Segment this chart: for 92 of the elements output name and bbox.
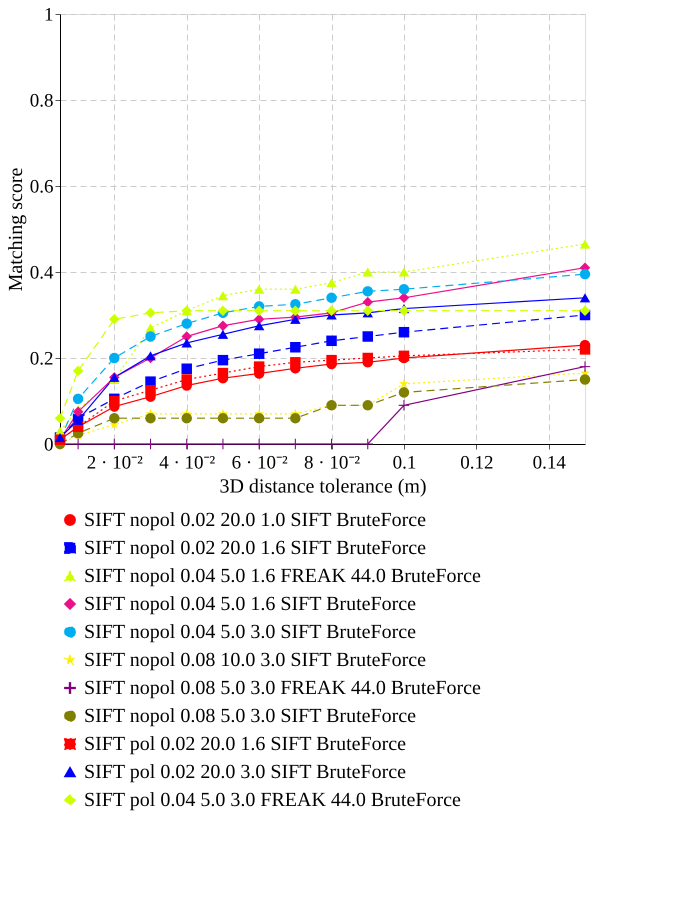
point	[218, 368, 228, 378]
point	[580, 293, 590, 302]
legend-label: SIFT nopol 0.08 5.0 3.0 FREAK 44.0 BruteForce	[84, 677, 481, 699]
point	[254, 412, 264, 424]
point	[362, 352, 374, 364]
y-tick-label: 1	[44, 4, 54, 26]
point	[362, 305, 374, 316]
point	[398, 267, 410, 277]
point	[145, 412, 156, 424]
point	[398, 400, 410, 411]
legend-label: SIFT nopol 0.08 10.0 3.0 SIFT BruteForce	[84, 649, 426, 671]
x-tick-label: 0.14	[532, 452, 566, 474]
point	[326, 354, 337, 366]
point	[218, 291, 228, 300]
point	[218, 412, 228, 424]
point	[145, 351, 156, 360]
point	[290, 284, 301, 294]
point	[72, 366, 84, 376]
point	[109, 314, 120, 325]
point	[580, 268, 590, 280]
point	[398, 378, 409, 388]
point	[254, 348, 264, 359]
point	[254, 321, 264, 330]
legend-label: SIFT pol 0.02 20.0 1.6 SIFT BruteForce	[84, 733, 406, 755]
point	[218, 330, 228, 339]
x-tick-label: 2 · 10⁻²	[86, 452, 144, 474]
point	[398, 284, 410, 294]
point	[254, 305, 264, 316]
point	[218, 305, 228, 316]
x-tick-label: 6 · 10⁻²	[232, 452, 288, 474]
point	[145, 323, 156, 332]
point	[290, 305, 301, 316]
point	[181, 364, 192, 374]
point	[181, 318, 192, 329]
point	[290, 357, 301, 368]
point	[362, 331, 374, 342]
point	[54, 412, 66, 424]
x-tick-label: 4 · 10⁻²	[159, 452, 216, 474]
y-tick-label: 0.2	[30, 348, 54, 370]
x-tick-label: 0.12	[460, 452, 494, 474]
point	[181, 338, 192, 348]
point	[109, 412, 120, 424]
legend-label: SIFT nopol 0.02 20.0 1.0 SIFT BruteForce	[84, 509, 426, 531]
legend-label: SIFT nopol 0.04 5.0 1.6 FREAK 44.0 BruteForce	[84, 565, 481, 587]
point	[326, 336, 337, 346]
y-tick-label: 0.4	[30, 262, 54, 284]
legend-label: SIFT nopol 0.04 5.0 3.0 SIFT BruteForce	[84, 621, 416, 643]
y-axis-title: Matching score	[4, 167, 27, 292]
y-tick-label: 0	[44, 434, 54, 456]
point	[580, 361, 590, 372]
point	[362, 267, 374, 277]
x-tick-label: 8 · 10⁻²	[304, 452, 360, 474]
point	[580, 374, 590, 385]
legend-label: SIFT nopol 0.02 20.0 1.6 SIFT BruteForce	[84, 537, 426, 559]
legend-label: SIFT nopol 0.08 5.0 3.0 SIFT BruteForce	[84, 705, 416, 727]
point	[181, 331, 192, 342]
point	[580, 344, 590, 355]
point	[145, 385, 156, 396]
point	[54, 433, 66, 442]
point	[218, 320, 228, 331]
point	[326, 278, 337, 288]
point	[398, 292, 410, 304]
point	[145, 308, 156, 318]
point	[362, 286, 374, 297]
x-axis-title: 3D distance tolerance (m)	[219, 476, 427, 498]
legend-label: SIFT pol 0.02 20.0 3.0 SIFT BruteForce	[84, 761, 406, 783]
point	[398, 305, 410, 316]
legend-label: SIFT nopol 0.04 5.0 1.6 SIFT BruteForce	[84, 593, 416, 615]
point	[254, 284, 264, 294]
point	[109, 352, 120, 364]
point	[181, 412, 192, 424]
x-tick-label: 0.1	[392, 452, 416, 474]
point	[290, 342, 301, 352]
point	[326, 305, 337, 316]
point	[326, 292, 337, 304]
point	[290, 412, 301, 424]
legend-label: SIFT pol 0.04 5.0 3.0 FREAK 44.0 BruteForce	[84, 789, 461, 811]
y-tick-label: 0.6	[30, 176, 54, 198]
point	[580, 305, 590, 316]
y-tick-label: 0.8	[30, 90, 54, 112]
point	[72, 394, 84, 404]
point	[362, 296, 374, 308]
point	[290, 314, 301, 324]
point	[218, 354, 228, 366]
point	[580, 240, 590, 249]
point	[72, 406, 84, 417]
point	[398, 387, 410, 398]
point	[254, 361, 264, 372]
point	[72, 416, 84, 425]
point	[145, 331, 156, 342]
point	[398, 326, 410, 338]
point	[181, 374, 192, 385]
